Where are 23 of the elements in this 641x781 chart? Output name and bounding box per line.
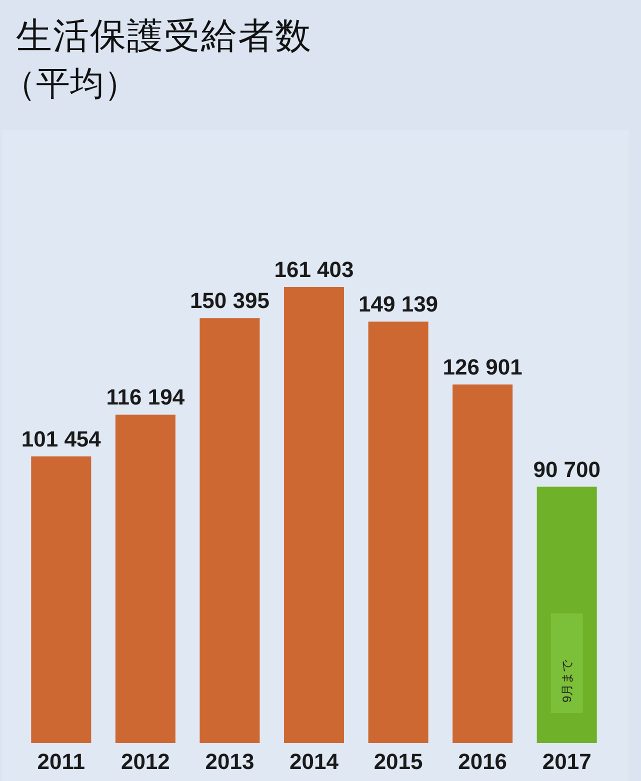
x-tick-label: 2013 xyxy=(205,748,254,774)
bar xyxy=(452,384,513,743)
annotation: 9月まで xyxy=(560,658,574,703)
bar xyxy=(31,456,92,743)
data-label: 101 454 xyxy=(21,426,102,452)
x-tick-label: 2016 xyxy=(458,748,508,774)
bar xyxy=(200,318,260,743)
bar xyxy=(284,287,344,743)
data-label: 150 395 xyxy=(190,288,270,314)
data-label: 161 403 xyxy=(274,257,354,282)
x-tick-label: 2014 xyxy=(290,748,340,774)
chart-title: 生活保護受給者数 xyxy=(16,15,312,56)
chart-subtitle: （平均） xyxy=(2,65,138,103)
data-label: 149 139 xyxy=(358,292,438,317)
x-tick-label: 2012 xyxy=(120,748,170,774)
data-label: 90 700 xyxy=(533,456,601,482)
x-tick-label: 2017 xyxy=(542,748,592,774)
data-label: 126 901 xyxy=(442,354,522,380)
x-tick-label: 2015 xyxy=(374,748,423,774)
bar xyxy=(115,414,176,743)
bar xyxy=(368,322,428,743)
data-label: 116 194 xyxy=(106,384,186,410)
x-tick-label: 2011 xyxy=(37,748,86,774)
